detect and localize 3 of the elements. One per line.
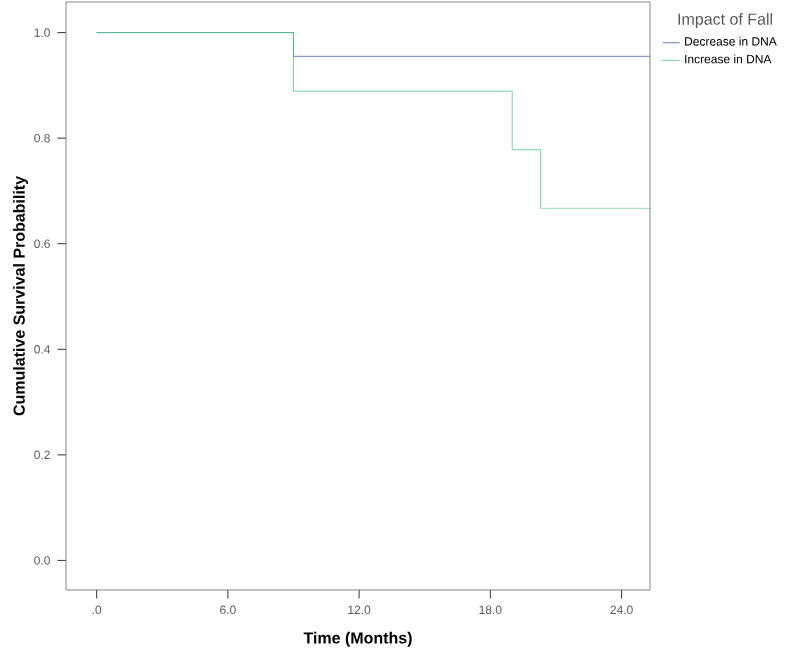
legend-title: Impact of Fall xyxy=(678,13,772,28)
y-axis-title: Cumulative Survival Probability xyxy=(13,176,28,416)
x-axis-title: Time (Months) xyxy=(303,631,412,647)
